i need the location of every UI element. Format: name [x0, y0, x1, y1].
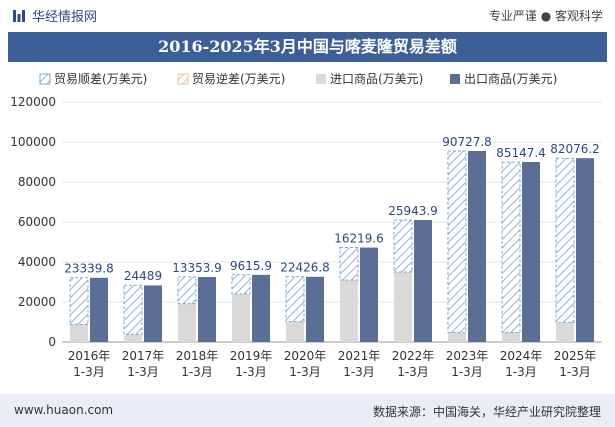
export-bar: [360, 247, 378, 342]
x-tick-label: 2017年 1-3月: [122, 349, 165, 379]
surplus-bar: [123, 284, 143, 335]
import-bar: [448, 332, 466, 342]
import-bar: [394, 272, 412, 342]
bars: 23339.8 24489 13353.9 9615.9 22426.8 16219.6 2…: [64, 135, 600, 342]
surplus-bar: [339, 247, 359, 281]
bar-group: 82076.2: [550, 142, 600, 342]
bar-group: 85147.4: [496, 146, 546, 342]
export-bar: [522, 162, 540, 342]
top-bar: 华经情报网 专业严谨 ● 客观科学: [0, 0, 615, 30]
x-axis: 2016年 1-3月 2017年 1-3月 2018年 1-3月 2019年 1-3月 2020…: [68, 349, 597, 379]
legend-item: 贸易顺差(万美元): [39, 72, 147, 86]
bar-logo-icon: [13, 9, 25, 22]
surplus-bar: [177, 276, 197, 305]
y-tick-label: 120000: [10, 95, 56, 109]
data-label: 13353.9: [172, 261, 222, 275]
export-bar: [414, 220, 432, 342]
legend-label: 进口商品(万美元): [330, 71, 423, 86]
import-bar: [124, 334, 142, 342]
legend-swatch: [39, 73, 51, 85]
y-tick-label: 40000: [18, 255, 56, 269]
import-bar: [232, 294, 250, 342]
export-bar: [576, 158, 594, 342]
export-bar: [198, 277, 216, 342]
bar-group: 13353.9: [172, 261, 222, 342]
x-tick-label: 2018年 1-3月: [176, 349, 219, 379]
bar-group: 16219.6: [334, 232, 384, 342]
data-label: 90727.8: [442, 135, 492, 149]
x-tick-label: 2021年 1-3月: [338, 349, 381, 379]
surplus-bar: [447, 150, 467, 333]
bar-chart: 贸易顺差(万美元) 贸易逆差(万美元) 进口商品(万美元) 出口商品(万美元) 0 20…: [10, 71, 602, 379]
data-label: 85147.4: [496, 146, 546, 160]
chart-title: 2016-2025年3月中国与喀麦隆贸易差额: [8, 32, 607, 62]
bar-group: 22426.8: [280, 261, 330, 342]
surplus-bar: [69, 277, 89, 325]
data-source: 数据来源：中国海关，华经产业研究院整理: [372, 405, 601, 419]
data-label: 82076.2: [550, 142, 600, 156]
y-tick-label: 100000: [10, 135, 56, 149]
y-tick-label: 60000: [18, 215, 56, 229]
footer: www.huaon.com 数据来源：中国海关，华经产业研究院整理: [0, 394, 615, 427]
surplus-bar: [555, 157, 575, 323]
bar-group: 24489: [123, 269, 162, 342]
surplus-bar: [285, 276, 305, 323]
export-bar: [252, 274, 270, 342]
export-bar: [90, 277, 108, 342]
import-bar: [178, 303, 196, 342]
y-tick-label: 80000: [18, 175, 56, 189]
surplus-bar: [501, 161, 521, 333]
website-link[interactable]: www.huaon.com: [14, 403, 114, 417]
legend-item: 进口商品(万美元): [316, 71, 423, 86]
legend-label: 贸易逆差(万美元): [192, 71, 285, 86]
legend-item: 贸易逆差(万美元): [177, 71, 285, 86]
export-bar: [468, 151, 486, 342]
y-tick-label: 0: [48, 335, 56, 349]
legend-label: 出口商品(万美元): [464, 71, 557, 86]
import-bar: [556, 322, 574, 342]
legend-item: 出口商品(万美元): [450, 71, 557, 86]
x-tick-label: 2016年 1-3月: [68, 349, 111, 379]
import-bar: [340, 280, 358, 342]
data-label: 16219.6: [334, 232, 384, 246]
brand: 华经情报网: [12, 6, 97, 25]
data-label: 25943.9: [388, 204, 438, 218]
legend-swatch: [450, 74, 460, 84]
legend-label: 贸易顺差(万美元): [54, 72, 147, 86]
surplus-bar: [393, 219, 413, 273]
import-bar: [502, 332, 520, 342]
x-tick-label: 2019年 1-3月: [230, 349, 273, 379]
surplus-bar: [231, 274, 251, 295]
brand-name: 华经情报网: [32, 10, 98, 25]
import-bar: [286, 321, 304, 342]
data-label: 23339.8: [64, 262, 114, 276]
y-tick-label: 20000: [18, 295, 56, 309]
data-label: 24489: [124, 269, 162, 283]
legend: 贸易顺差(万美元) 贸易逆差(万美元) 进口商品(万美元) 出口商品(万美元): [39, 71, 557, 86]
import-bar: [70, 324, 88, 342]
data-label: 9615.9: [230, 259, 272, 273]
tagline: 专业严谨 ● 客观科学: [488, 9, 603, 23]
data-label: 22426.8: [280, 261, 330, 275]
x-tick-label: 2020年 1-3月: [284, 349, 327, 379]
x-tick-label: 2023年 1-3月: [446, 349, 489, 379]
bar-group: 90727.8: [442, 135, 492, 342]
bar-group: 23339.8: [64, 262, 114, 342]
legend-swatch: [177, 73, 189, 85]
export-bar: [306, 276, 324, 342]
x-tick-label: 2025年 1-3月: [554, 349, 597, 379]
bar-group: 25943.9: [388, 204, 438, 342]
x-tick-label: 2024年 1-3月: [500, 349, 543, 379]
legend-swatch: [316, 74, 326, 84]
export-bar: [144, 285, 162, 342]
x-tick-label: 2022年 1-3月: [392, 349, 435, 379]
bar-group: 9615.9: [230, 259, 272, 342]
